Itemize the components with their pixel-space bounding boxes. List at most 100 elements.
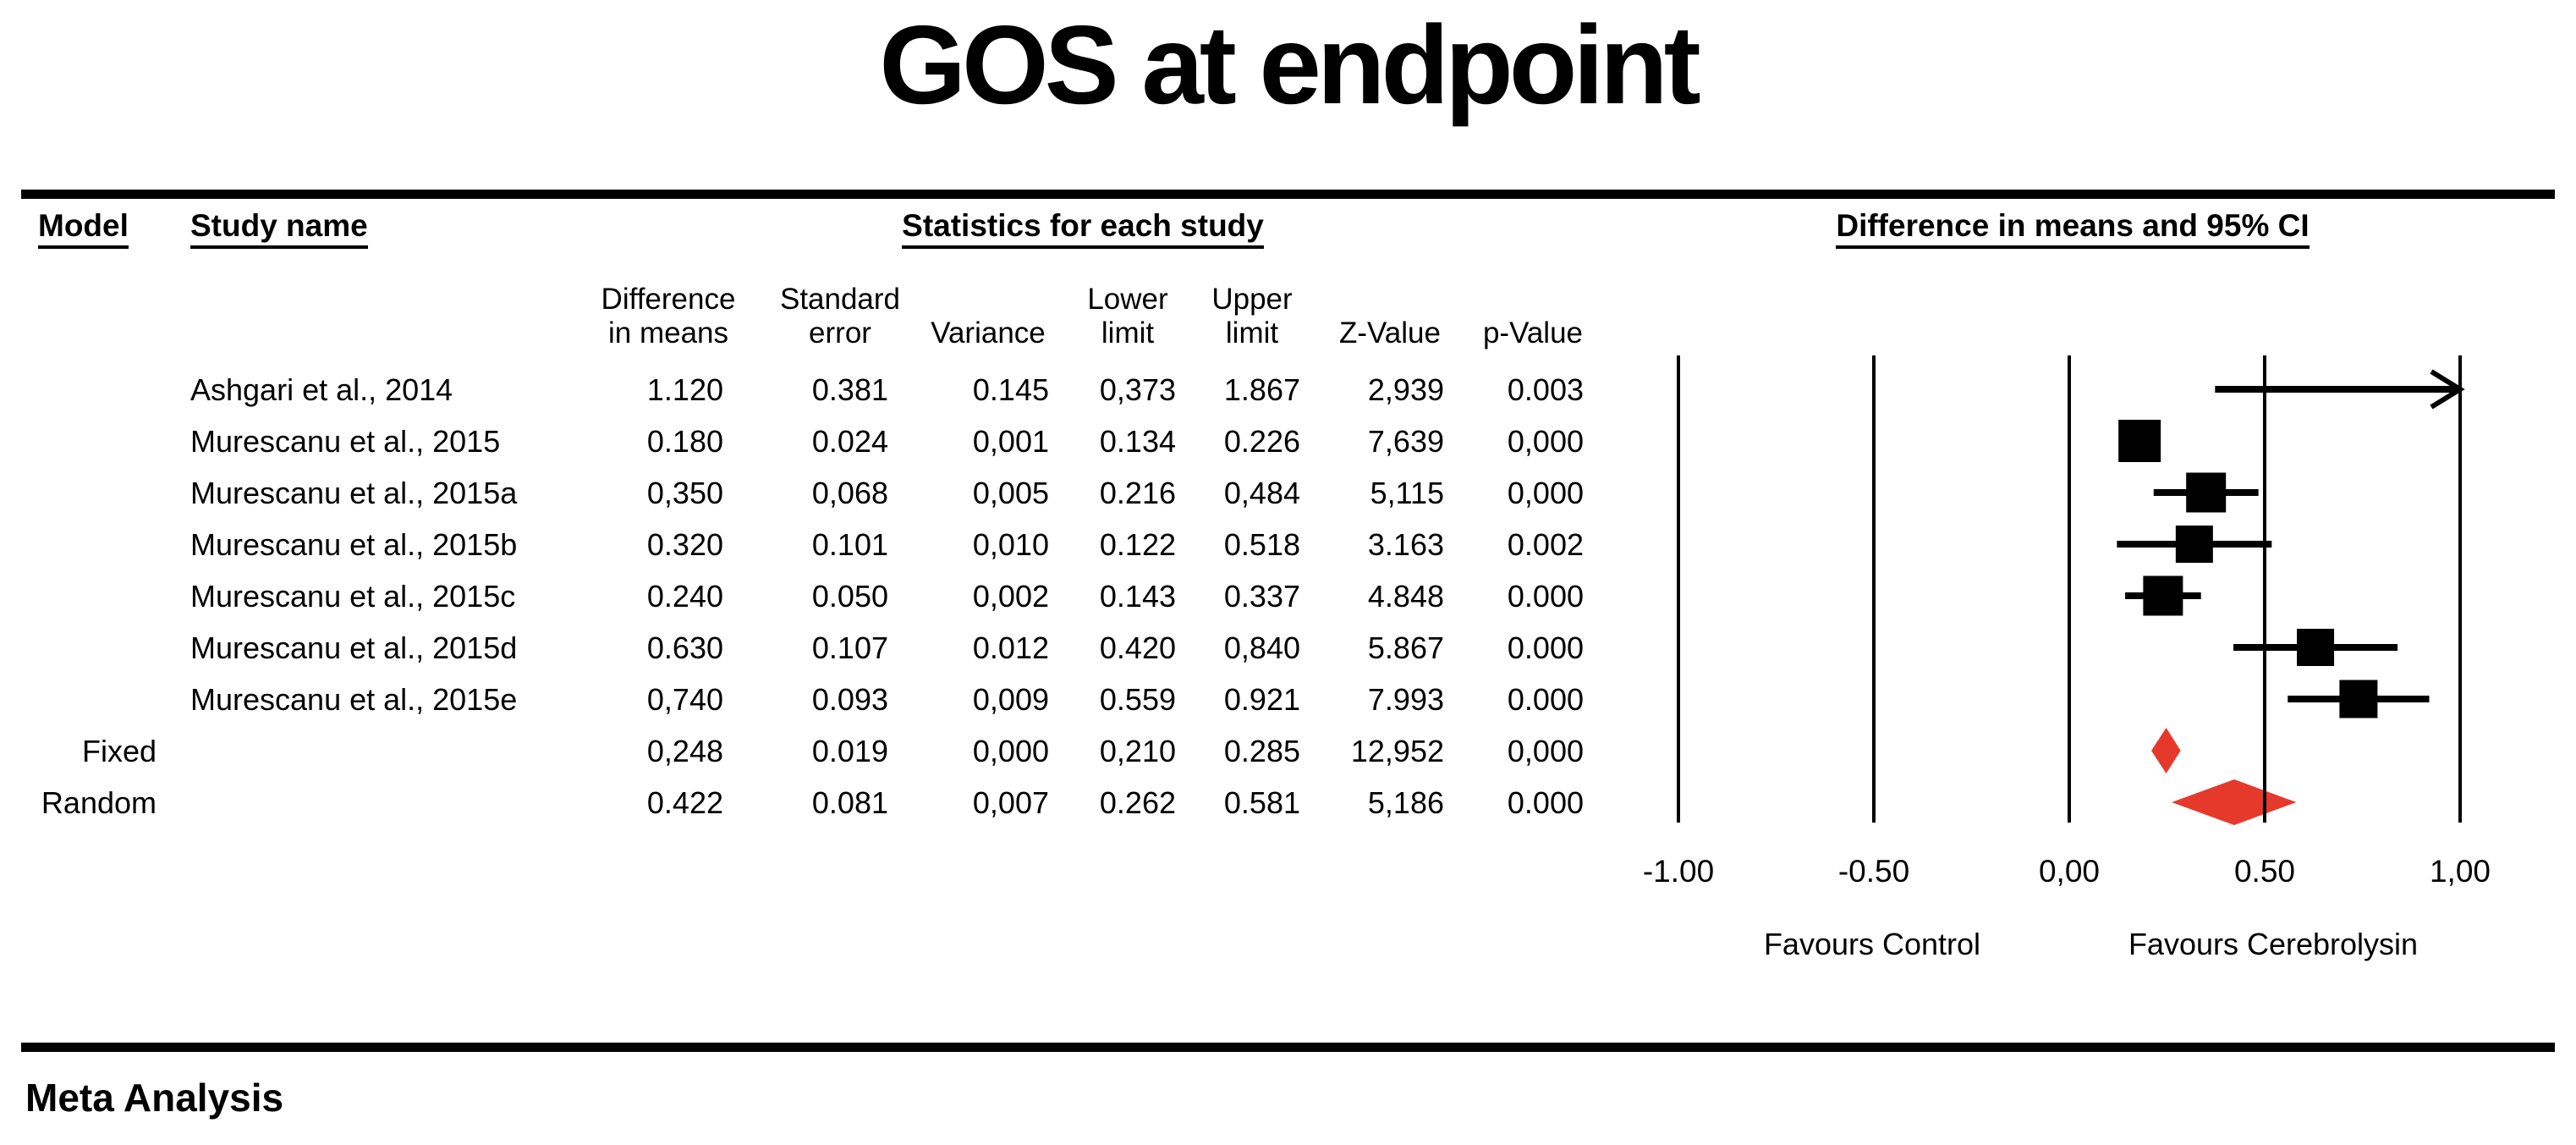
study-name-column-header: Study name (190, 208, 368, 249)
difference-in-means-value: 0,248 (646, 733, 723, 768)
p-value: 0.002 (1507, 526, 1584, 562)
mean-square-marker (2118, 420, 2161, 462)
z-value: 5,115 (1370, 475, 1444, 510)
table-row: Murescanu et al., 2015b 0.320 0.101 0,01… (0, 519, 1607, 570)
study-name: Murescanu et al., 2015b (190, 526, 518, 562)
lower-limit-value: 0.262 (1099, 784, 1176, 820)
model-column-header: Model (38, 208, 129, 249)
difference-in-means-value: 0.240 (646, 578, 723, 614)
standard-error-value: 0,068 (811, 475, 888, 510)
variance-value: 0,002 (972, 578, 1049, 614)
axis-tick-label: -1.00 (1643, 854, 1714, 889)
upper-limit-value: 1.867 (1223, 372, 1300, 407)
mean-square-marker (2143, 575, 2183, 616)
upper-limit-value: 0.518 (1223, 526, 1300, 562)
z-value: 12,952 (1350, 733, 1444, 768)
mean-square-marker (2186, 472, 2227, 513)
lower-limit-value: 0.420 (1099, 630, 1176, 665)
study-name: Murescanu et al., 2015d (190, 630, 518, 665)
difference-in-means-value: 0.422 (646, 784, 723, 820)
study-name: Murescanu et al., 2015e (190, 681, 518, 717)
figure-title: GOS at endpoint (879, 3, 1700, 127)
upper-limit-value: 0,840 (1223, 630, 1300, 665)
standard-error-value: 0.024 (811, 423, 888, 459)
p-value: 0.000 (1507, 630, 1584, 665)
upper-limit-value: 0.921 (1223, 681, 1300, 717)
bottom-rule (21, 1043, 2555, 1052)
difference-in-means-value: 0.320 (646, 526, 723, 562)
axis-tick-label: 0.50 (2234, 854, 2295, 889)
variance-value: 0,010 (972, 526, 1049, 562)
mean-square-marker (2175, 526, 2213, 563)
z-value: 3.163 (1367, 526, 1444, 562)
variance-value: 0,009 (972, 681, 1049, 717)
difference-in-means-value: 0.180 (646, 423, 723, 459)
summary-diamond-marker (2172, 779, 2297, 825)
lower-limit-value: 0.216 (1099, 475, 1176, 510)
axis-tick-label: -0.50 (1838, 854, 1909, 889)
upper-limit-value: 0.337 (1223, 578, 1300, 614)
column-header-standard-error: Standard error (779, 282, 901, 350)
standard-error-value: 0.081 (811, 784, 888, 820)
lower-limit-value: 0.559 (1099, 681, 1176, 717)
lower-limit-value: 0.143 (1099, 578, 1176, 614)
variance-value: 0.145 (972, 372, 1049, 407)
difference-in-means-value: 0,740 (646, 681, 723, 717)
ci-group-header: Difference in means and 95% CI (1692, 208, 2453, 249)
z-value: 5.867 (1367, 630, 1444, 665)
standard-error-value: 0.019 (811, 733, 888, 768)
standard-error-value: 0.101 (811, 526, 888, 562)
difference-in-means-value: 0.630 (646, 630, 723, 665)
upper-limit-value: 0.581 (1223, 784, 1300, 820)
p-value: 0.000 (1507, 784, 1584, 820)
table-row: Ashgari et al., 2014 1.120 0.381 0.145 0… (0, 364, 1607, 416)
z-value: 7,639 (1367, 423, 1444, 459)
difference-in-means-value: 0,350 (646, 475, 723, 510)
variance-value: 0,000 (972, 733, 1049, 768)
axis-tick-label: 0,00 (2039, 854, 2100, 889)
column-header-p-value: p-Value (1482, 317, 1584, 350)
axis-tick-label: 1,00 (2430, 854, 2491, 889)
favours-left-label: Favours Control (1764, 927, 1980, 961)
table-row: Murescanu et al., 2015d 0.630 0.107 0.01… (0, 622, 1607, 674)
lower-limit-value: 0,210 (1099, 733, 1176, 768)
table-row: Murescanu et al., 2015a 0,350 0,068 0,00… (0, 467, 1607, 519)
standard-error-value: 0.050 (811, 578, 888, 614)
p-value: 0.000 (1507, 681, 1584, 717)
favours-right-label: Favours Cerebrolysin (2128, 927, 2418, 961)
difference-in-means-value: 1.120 (646, 372, 723, 407)
p-value: 0.000 (1507, 578, 1584, 614)
study-name: Murescanu et al., 2015c (190, 578, 516, 614)
mean-square-marker (2339, 680, 2378, 718)
lower-limit-value: 0.134 (1099, 423, 1176, 459)
lower-limit-value: 0.122 (1099, 526, 1176, 562)
column-header-lower-limit: Lower limit (1087, 282, 1168, 350)
table-row: Random 0.422 0.081 0,007 0.262 0.581 5,1… (0, 777, 1607, 828)
standard-error-value: 0.381 (811, 372, 888, 407)
statistics-group-header: Statistics for each study (702, 208, 1464, 249)
variance-value: 0,005 (972, 475, 1049, 510)
table-row: Murescanu et al., 2015 0.180 0.024 0,001… (0, 416, 1607, 467)
study-name: Murescanu et al., 2015 (190, 423, 501, 459)
z-value: 7.993 (1367, 681, 1444, 717)
column-header-variance: Variance (931, 317, 1046, 350)
table-row: Murescanu et al., 2015c 0.240 0.050 0,00… (0, 570, 1607, 622)
p-value: 0,000 (1507, 475, 1584, 510)
top-rule (21, 190, 2555, 199)
column-header-difference-in-means: Difference in means (601, 282, 736, 350)
standard-error-value: 0.107 (811, 630, 888, 665)
table-row: Fixed 0,248 0.019 0,000 0,210 0.285 12,9… (0, 725, 1607, 777)
variance-value: 0,007 (972, 784, 1049, 820)
model-label: Random (41, 784, 157, 820)
z-value: 2,939 (1367, 372, 1444, 407)
variance-value: 0,001 (972, 423, 1049, 459)
model-label: Fixed (81, 733, 157, 768)
table-row: Murescanu et al., 2015e 0,740 0.093 0,00… (0, 674, 1607, 725)
p-value: 0,000 (1507, 733, 1584, 768)
z-value: 4.848 (1367, 578, 1444, 614)
study-name: Murescanu et al., 2015a (190, 475, 518, 510)
summary-diamond-marker (2151, 728, 2181, 773)
column-header-upper-limit: Upper limit (1211, 282, 1293, 350)
